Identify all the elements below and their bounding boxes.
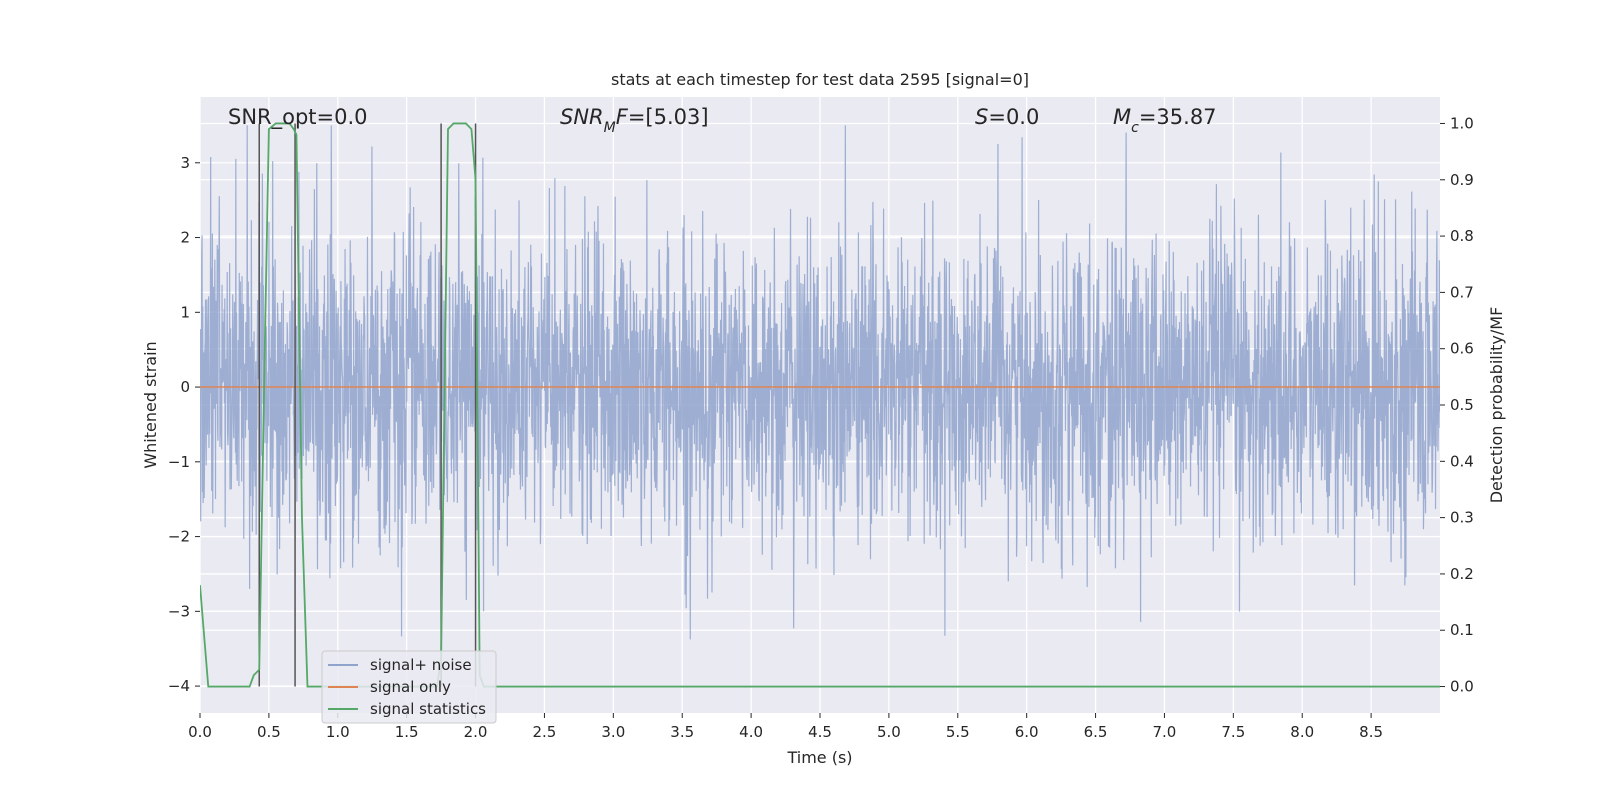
x-tick-label: 0.5 (257, 723, 281, 741)
annotation-mc: Mc=35.87 (1113, 105, 1217, 136)
y-tick-label: 3 (180, 154, 190, 172)
ticks: 0.0 0.5 1.0 1.5 2.0 2.5 3.0 3.5 4.0 4.5 5.0 5.5 6.0 6… (168, 114, 1474, 741)
y2-tick-label: 0.4 (1450, 452, 1474, 470)
x-axis-label: Time (s) (786, 748, 852, 767)
y2-tick-label: 0.5 (1450, 396, 1474, 414)
x-tick-label: 1.5 (395, 723, 419, 741)
y-tick-label: −2 (168, 528, 190, 546)
x-tick-label: 8.5 (1359, 723, 1383, 741)
annotations: SNR_opt=0.0 SNRMF=[5.03] S=0.0 Mc=35.87 (228, 105, 1217, 136)
y2-axis-label: Detection probability/MF (1487, 307, 1506, 504)
y-tick-label: −3 (168, 602, 190, 620)
y-tick-label: 0 (180, 378, 190, 396)
y-tick-label: −1 (168, 453, 190, 471)
x-tick-label: 8.0 (1290, 723, 1314, 741)
x-tick-label: 5.5 (946, 723, 970, 741)
legend-entry: signal statistics (370, 700, 486, 718)
noise-line (200, 125, 1440, 640)
x-tick-label: 3.0 (601, 723, 625, 741)
y2-tick-label: 0.0 (1450, 678, 1474, 696)
annotation-snr-mf: SNRMF=[5.03] (560, 105, 709, 136)
annotation-s-stat: S=0.0 (975, 105, 1039, 129)
legend: signal+ noise signal only signal statistic… (321, 650, 497, 724)
series-signal-noise (200, 125, 1440, 640)
legend-entry: signal+ noise (370, 656, 472, 674)
x-tick-label: 3.5 (670, 723, 694, 741)
x-tick-label: 6.0 (1015, 723, 1039, 741)
y-tick-label: 1 (180, 303, 190, 321)
x-tick-label: 6.5 (1084, 723, 1108, 741)
chart-title: stats at each timestep for test data 259… (611, 70, 1029, 89)
y-tick-label: 2 (180, 229, 190, 247)
x-tick-label: 1.0 (326, 723, 350, 741)
x-tick-label: 0.0 (188, 723, 212, 741)
y-tick-label: −4 (168, 677, 190, 695)
y2-tick-label: 0.3 (1450, 509, 1474, 527)
x-tick-label: 4.0 (739, 723, 763, 741)
legend-entry: signal only (370, 678, 451, 696)
x-tick-label: 4.5 (808, 723, 832, 741)
y2-tick-label: 0.2 (1450, 565, 1474, 583)
y2-tick-label: 0.7 (1450, 283, 1474, 301)
x-tick-label: 2.5 (533, 723, 557, 741)
x-tick-label: 7.0 (1153, 723, 1177, 741)
y2-tick-label: 0.6 (1450, 340, 1474, 358)
x-tick-label: 2.0 (464, 723, 488, 741)
x-tick-label: 7.5 (1221, 723, 1245, 741)
x-tick-label: 5.0 (877, 723, 901, 741)
y2-tick-label: 1.0 (1450, 114, 1474, 132)
annotation-snr-opt: SNR_opt=0.0 (228, 105, 368, 130)
y2-tick-label: 0.9 (1450, 171, 1474, 189)
y2-tick-label: 0.8 (1450, 227, 1474, 245)
legend-box (321, 650, 497, 724)
y-axis-label: Whitened strain (141, 341, 160, 468)
y2-tick-label: 0.1 (1450, 621, 1474, 639)
